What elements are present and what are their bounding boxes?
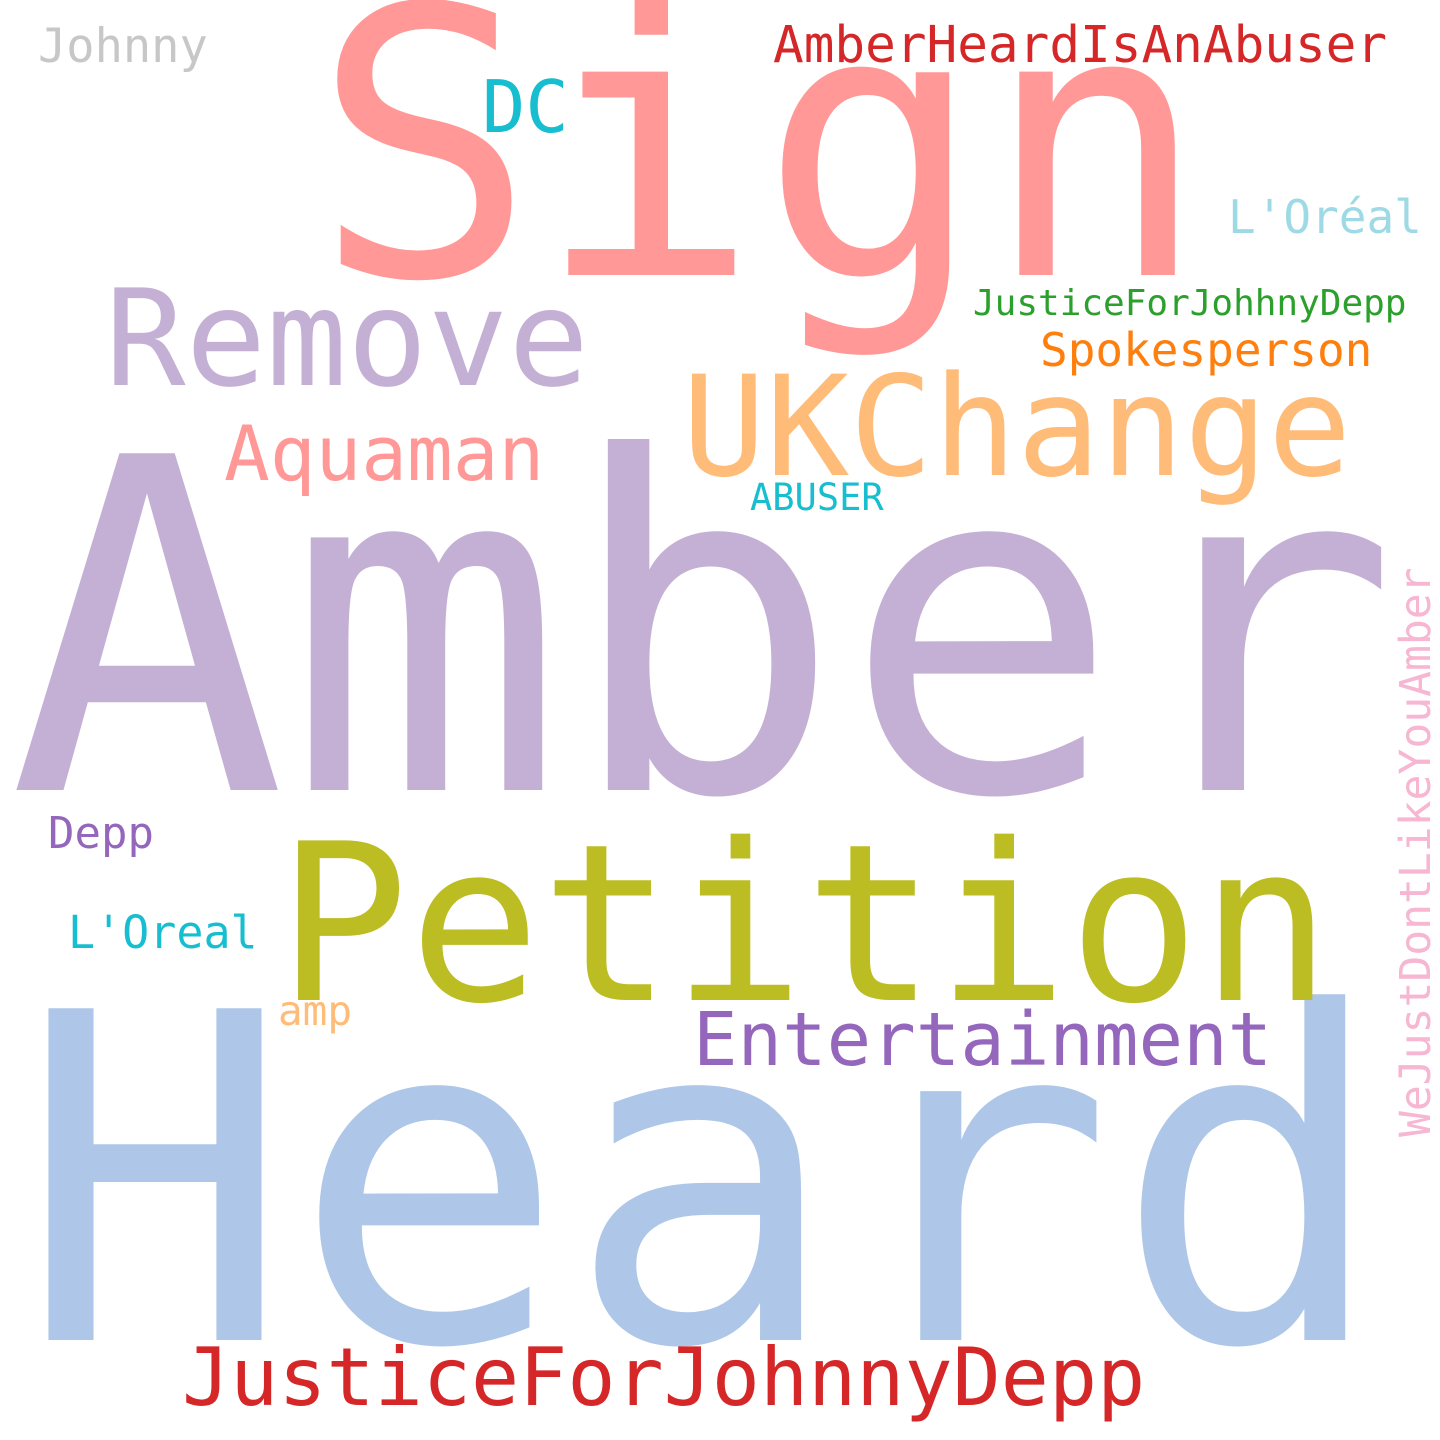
- word: JusticeForJohhnyDepp: [973, 283, 1406, 324]
- word: JusticeForJohnnyDepp: [182, 1331, 1145, 1424]
- word: Sign: [312, 0, 1208, 363]
- word: WeJustDontLikeYouAmber: [1391, 567, 1440, 1137]
- word: Aquaman: [224, 409, 544, 498]
- word: Amber: [8, 361, 1399, 899]
- word: Spokesperson: [1040, 323, 1372, 377]
- word: Entertainment: [693, 997, 1272, 1083]
- word: Johnny: [38, 19, 208, 74]
- word: DC: [482, 65, 569, 149]
- word: Remove: [105, 261, 589, 417]
- word: Petition: [277, 797, 1332, 1052]
- word: amp: [278, 987, 352, 1035]
- word: UKChange: [682, 346, 1351, 508]
- word: AmberHeardIsAnAbuser: [773, 16, 1387, 75]
- word: ABUSER: [750, 476, 884, 519]
- word: L'Oreal: [68, 906, 258, 959]
- word: Heard: [18, 919, 1388, 1440]
- word: L'Oréal: [1228, 190, 1422, 244]
- word: Depp: [48, 808, 154, 859]
